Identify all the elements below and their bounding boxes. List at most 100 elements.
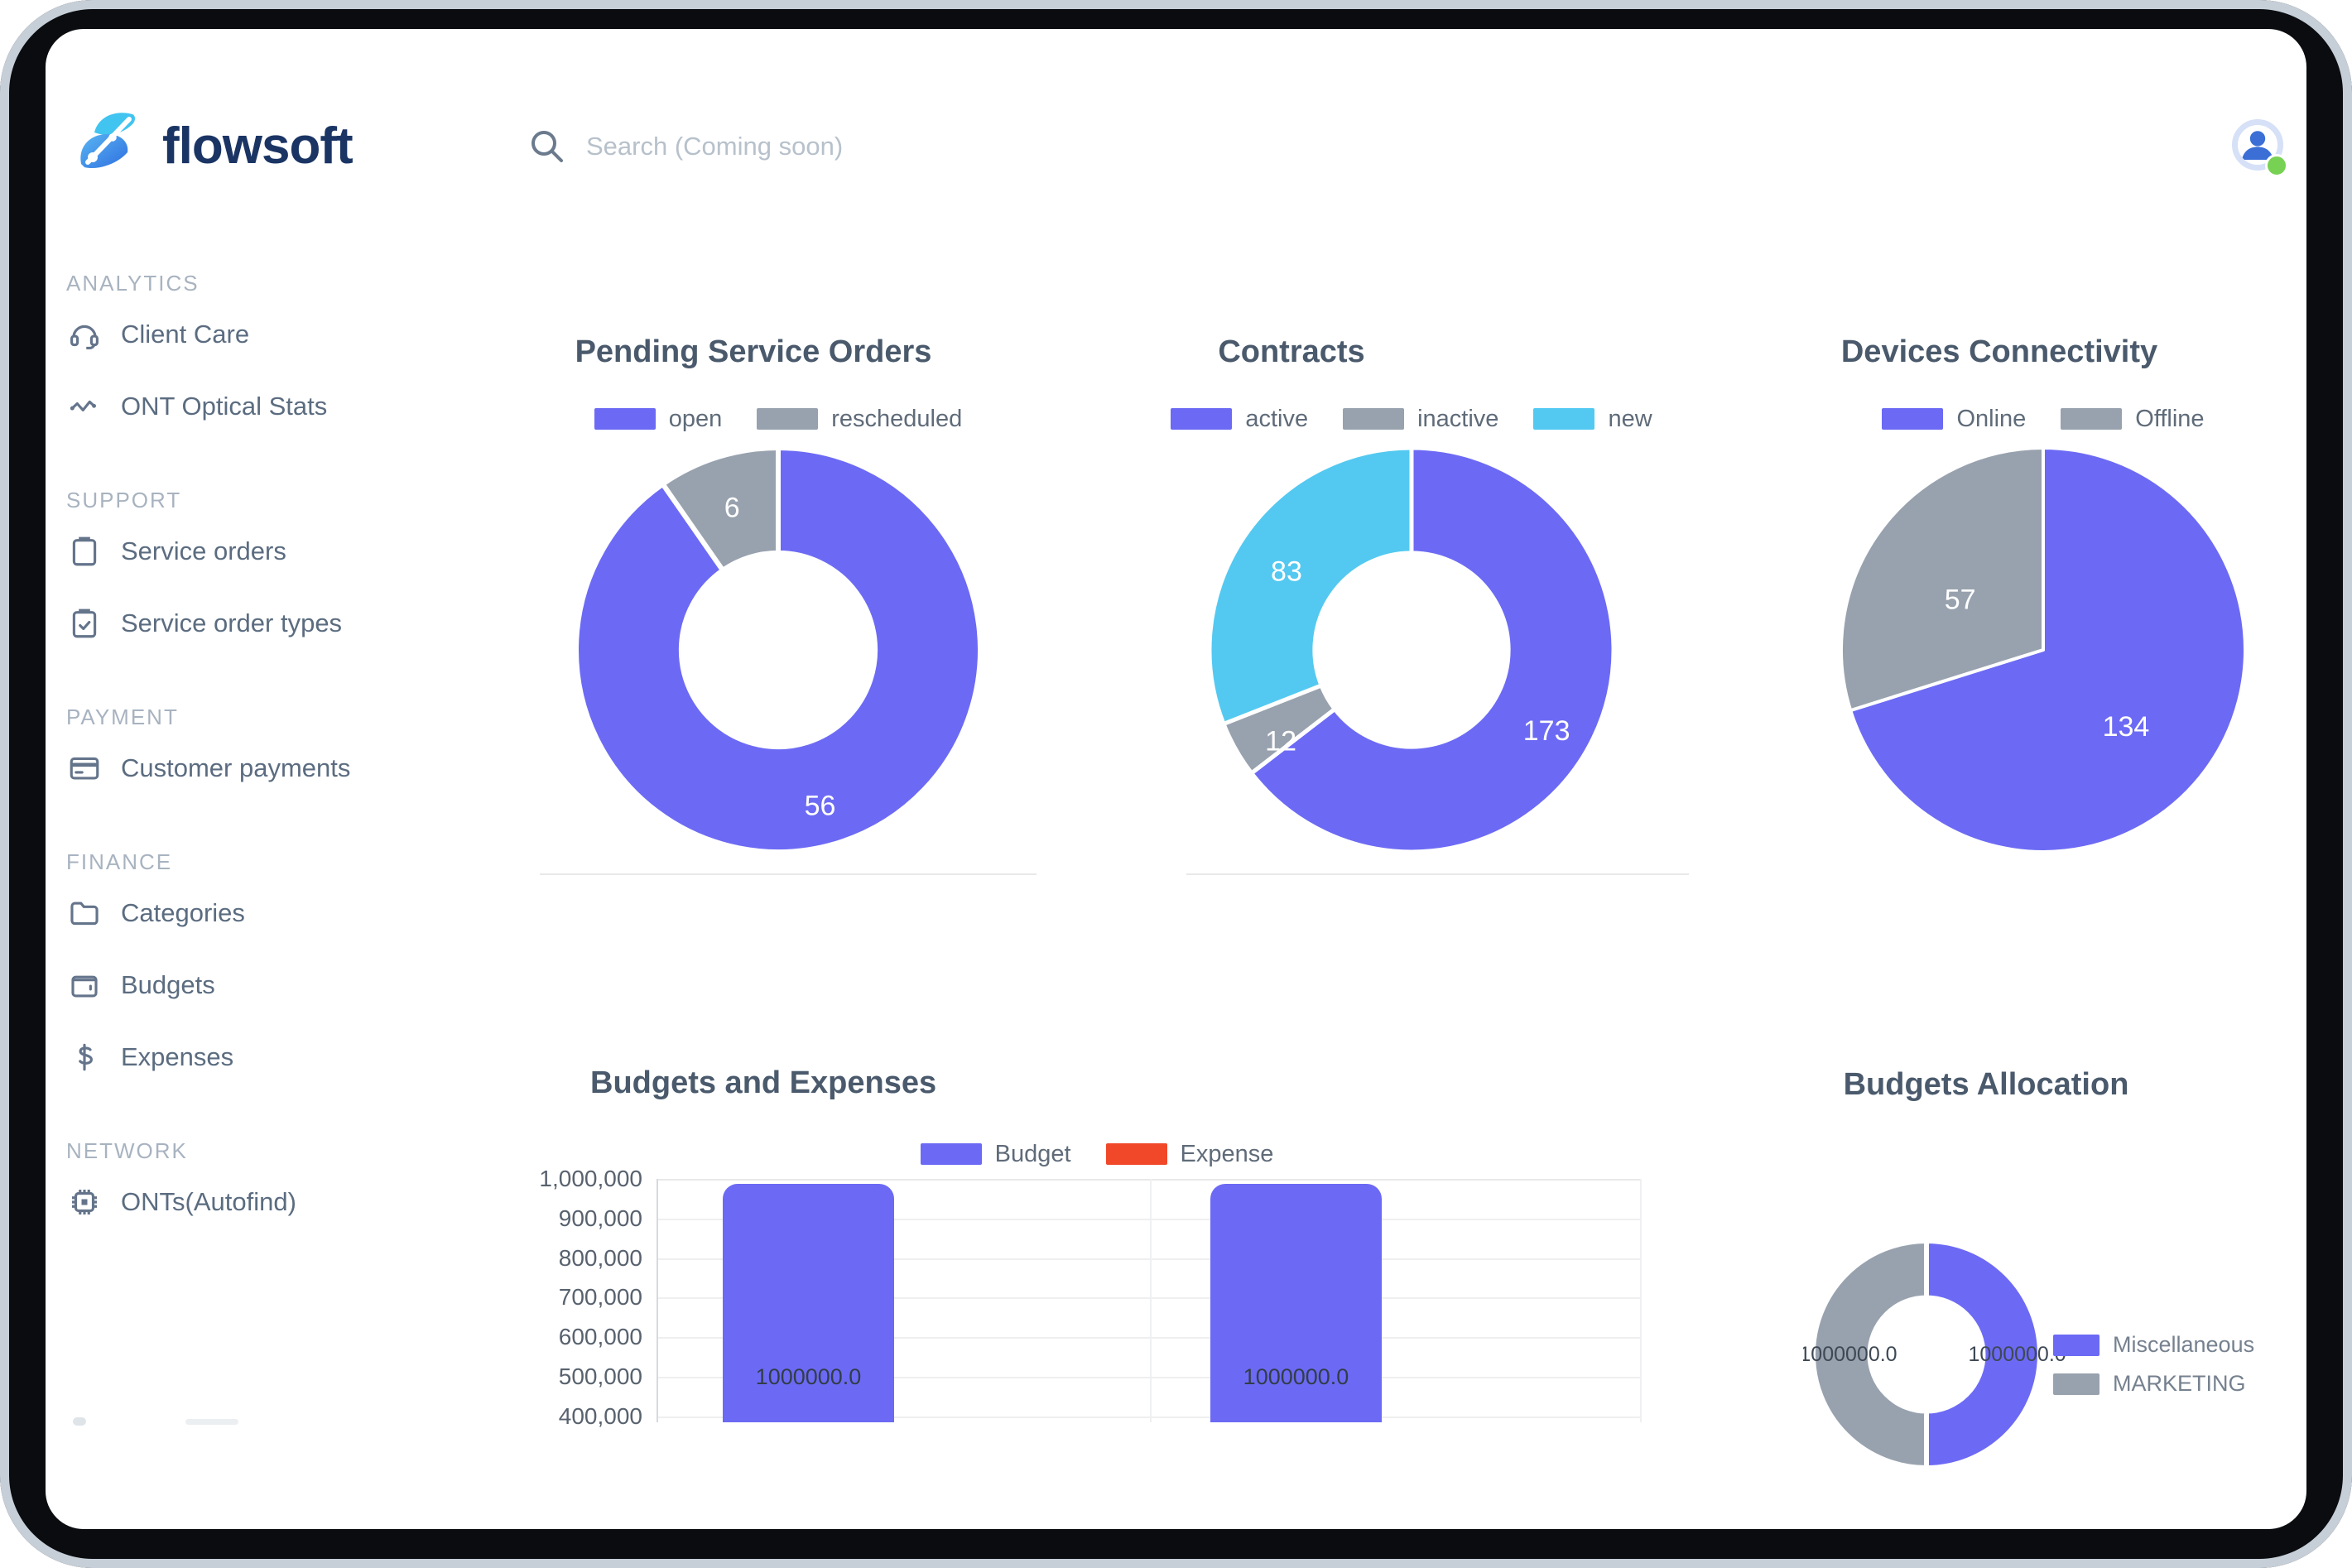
legend-budgets-expenses: Budget Expense <box>849 1140 1345 1168</box>
sidebar-section-payment: PAYMENT Customer payments <box>66 702 447 804</box>
gridline <box>657 1377 1642 1379</box>
sidebar-item-service-order-types[interactable]: Service order types <box>66 587 447 659</box>
legend-label: Expense <box>1180 1140 1274 1167</box>
legend-item-rescheduled[interactable]: rescheduled <box>757 406 962 433</box>
sidebar-item-label: Service orders <box>121 536 286 565</box>
app-title: flowsoft <box>162 117 354 175</box>
legend-item-new[interactable]: new <box>1533 406 1652 433</box>
gridline-vertical <box>1150 1179 1152 1422</box>
chart-title-devices-connectivity: Devices Connectivity <box>1840 334 2158 369</box>
sidebar-item-ont-optical-stats[interactable]: ONT Optical Stats <box>66 370 447 442</box>
sidebar-section-support: SUPPORT Service orders Service order types <box>66 485 447 659</box>
legend-swatch <box>1171 408 1233 430</box>
slice-value-label: 1000000.0 <box>1969 1343 2066 1366</box>
legend-item-offline[interactable]: Offline <box>2061 405 2205 433</box>
slice-rescheduled[interactable] <box>660 445 781 573</box>
sidebar-section-label: SUPPORT <box>66 488 182 512</box>
sidebar-item-categories[interactable]: Categories <box>66 877 447 949</box>
chart-title-pending-service-orders: Pending Service Orders <box>575 334 932 369</box>
y-tick-label: 800,000 <box>558 1244 642 1271</box>
slice-value-label: 83 <box>1271 556 1302 588</box>
slice-marketing[interactable] <box>1811 1239 1929 1470</box>
legend-devices-connectivity: Online Offline <box>1795 405 2292 433</box>
folder-icon <box>66 895 103 931</box>
budgets-allocation-chart: 1000000.0 1000000.0 Miscellaneous MARKETIN… <box>1803 1167 2300 1529</box>
wallet-icon <box>66 967 103 1003</box>
dollar-icon <box>66 1039 103 1075</box>
gridline <box>657 1416 1642 1418</box>
legend-label: Online <box>1956 405 2027 432</box>
slice-new[interactable] <box>1207 445 1414 726</box>
legend-item-budget[interactable]: Budget <box>920 1141 1071 1168</box>
chip-icon <box>66 1184 103 1220</box>
sidebar-partial-item-icon <box>73 1417 86 1426</box>
legend-label: Offline <box>2135 405 2205 432</box>
chart-title-budgets-and-expenses: Budgets and Expenses <box>590 1065 937 1100</box>
legend-swatch <box>594 408 656 430</box>
sidebar-item-service-orders[interactable]: Service orders <box>66 515 447 587</box>
slice-open[interactable] <box>574 445 983 854</box>
sidebar-item-customer-payments[interactable]: Customer payments <box>66 732 447 804</box>
y-tick-label: 700,000 <box>558 1284 642 1311</box>
app-logo: flowsoft <box>68 104 354 188</box>
sidebar-section-label: PAYMENT <box>66 705 179 729</box>
legend-label: inactive <box>1417 405 1499 432</box>
sidebar-item-budgets[interactable]: Budgets <box>66 949 447 1021</box>
legend-swatch <box>2053 1373 2099 1395</box>
chart-title-budgets-allocation: Budgets Allocation <box>1843 1067 2129 1102</box>
legend-swatch <box>1533 408 1595 430</box>
gridline <box>657 1258 1642 1260</box>
legend-label: active <box>1245 405 1309 432</box>
budgets-expenses-plot: 1000000.0 1000000.0 <box>657 1179 1642 1422</box>
legend-item-open[interactable]: open <box>594 405 723 433</box>
legend-swatch <box>920 1143 982 1165</box>
gridline <box>657 1218 1642 1220</box>
slice-active[interactable] <box>1249 445 1616 854</box>
bar-value-label: 1000000.0 <box>1243 1364 1349 1389</box>
bar-value-label: 1000000.0 <box>755 1364 862 1389</box>
sidebar-item-client-care[interactable]: Client Care <box>66 298 447 370</box>
y-tick-label: 500,000 <box>558 1364 642 1390</box>
credit-card-icon <box>66 750 103 786</box>
legend-item-inactive[interactable]: inactive <box>1343 406 1498 433</box>
budget-bar[interactable] <box>723 1184 894 1422</box>
gridline <box>657 1297 1642 1300</box>
slice-value-label: 57 <box>1945 584 1976 616</box>
sidebar-item-onts-autofind[interactable]: ONTs(Autofind) <box>66 1166 447 1238</box>
legend-item-marketing[interactable]: MARKETING <box>2053 1371 2246 1397</box>
slice-offline[interactable] <box>1840 446 2045 713</box>
sidebar-item-label: Client Care <box>121 319 250 349</box>
chart-title-contracts: Contracts <box>1218 334 1365 369</box>
legend-swatch <box>1343 408 1405 430</box>
sidebar-section-label: ANALYTICS <box>66 271 200 296</box>
slice-value-label: 134 <box>2103 711 2150 743</box>
app-screen: flowsoft ANALYTICS Client Care ONT Optical… <box>46 29 2306 1529</box>
sidebar-item-label: Customer payments <box>121 753 351 782</box>
clipboard-icon <box>66 533 103 570</box>
legend-item-online[interactable]: Online <box>1882 406 2026 433</box>
sidebar-item-expenses[interactable]: Expenses <box>66 1021 447 1093</box>
donut-chart-pending-service-orders: 56 6 <box>574 445 983 854</box>
sidebar-partial-item-label <box>185 1419 238 1425</box>
legend-contracts: active inactive new <box>1163 406 1660 433</box>
legend-swatch <box>2061 408 2123 430</box>
legend-label: open <box>668 405 723 432</box>
online-status-dot <box>2265 154 2288 177</box>
slice-value-label: 173 <box>1523 715 1570 747</box>
slice-online[interactable] <box>1849 446 2247 854</box>
budget-bar[interactable] <box>1210 1184 1382 1422</box>
legend-item-active[interactable]: active <box>1171 406 1308 433</box>
sidebar-section-label: FINANCE <box>66 849 173 874</box>
y-tick-label: 600,000 <box>558 1324 642 1350</box>
legend-item-miscellaneous[interactable]: Miscellaneous <box>2053 1332 2254 1358</box>
sidebar-item-label: Service order types <box>121 608 343 637</box>
flowsoft-logo-icon <box>68 104 147 188</box>
headset-icon <box>66 316 103 353</box>
legend-label: rescheduled <box>831 405 963 432</box>
search-input[interactable] <box>584 123 1101 171</box>
sidebar-item-label: Budgets <box>121 969 215 999</box>
legend-label: Miscellaneous <box>2113 1332 2255 1357</box>
legend-item-expense[interactable]: Expense <box>1105 1140 1274 1168</box>
sidebar-section-network: NETWORK ONTs(Autofind) <box>66 1136 447 1238</box>
slice-miscellaneous[interactable] <box>1924 1239 2042 1470</box>
